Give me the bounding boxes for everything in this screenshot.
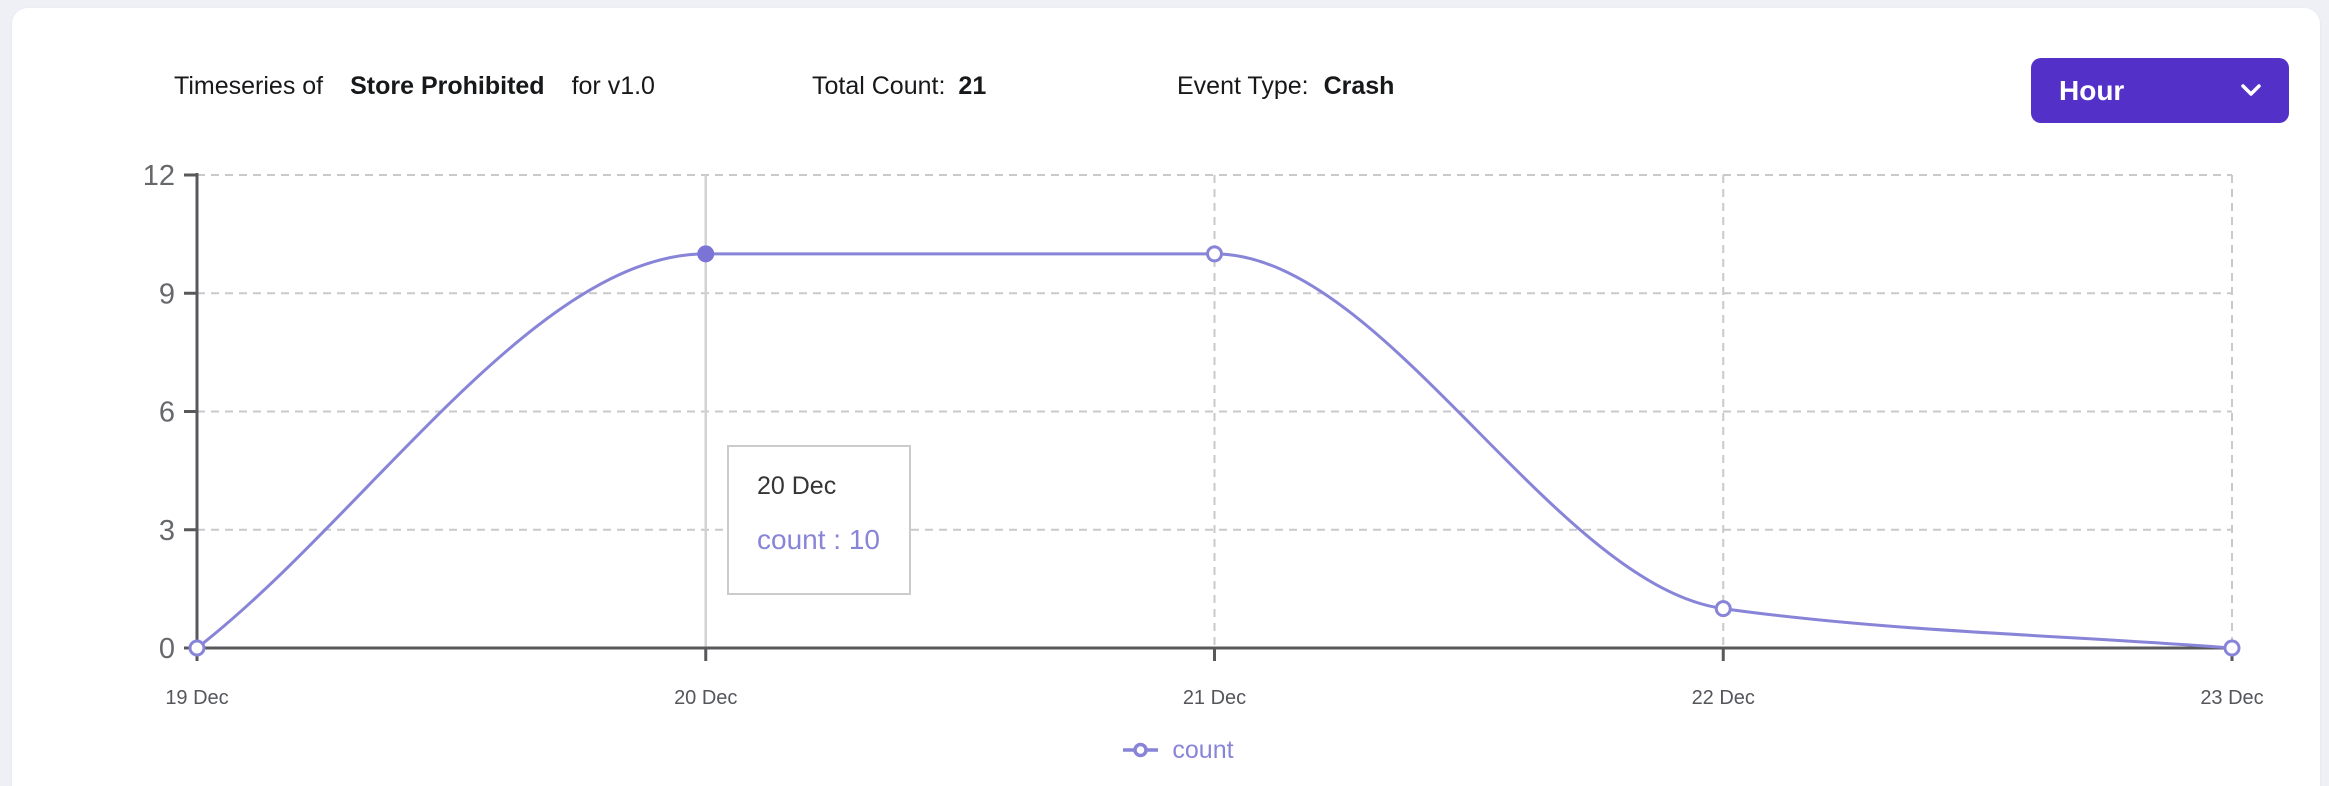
legend-item-label: count — [1172, 736, 1234, 764]
total-count: Total Count: 21 — [812, 71, 986, 101]
tooltip-count-value: count : 10 — [757, 524, 880, 555]
title-prefix: Timeseries of — [174, 72, 324, 100]
event-type-value: Crash — [1323, 72, 1395, 100]
legend-marker-icon — [1122, 741, 1159, 759]
title-suffix: for v1.0 — [571, 72, 655, 100]
interval-dropdown-value: Hour — [2059, 74, 2125, 106]
chart-legend: count — [24, 735, 2329, 765]
chart-title: Timeseries of Store Prohibited for v1.0 — [174, 71, 655, 101]
chevron-down-icon — [2239, 83, 2263, 98]
chart-card: Timeseries of Store Prohibited for v1.0 … — [12, 8, 2320, 786]
title-subject: Store Prohibited — [350, 72, 545, 100]
event-type: Event Type: Crash — [1177, 71, 1394, 101]
tooltip-date-label: 20 Dec — [757, 472, 837, 500]
event-type-label: Event Type: — [1177, 72, 1309, 100]
total-count-value: 21 — [958, 72, 987, 100]
chart-tooltip: 20 Dec count : 10 — [727, 445, 911, 595]
interval-dropdown-button[interactable]: Hour — [2031, 58, 2289, 123]
total-count-label: Total Count: — [812, 72, 946, 100]
